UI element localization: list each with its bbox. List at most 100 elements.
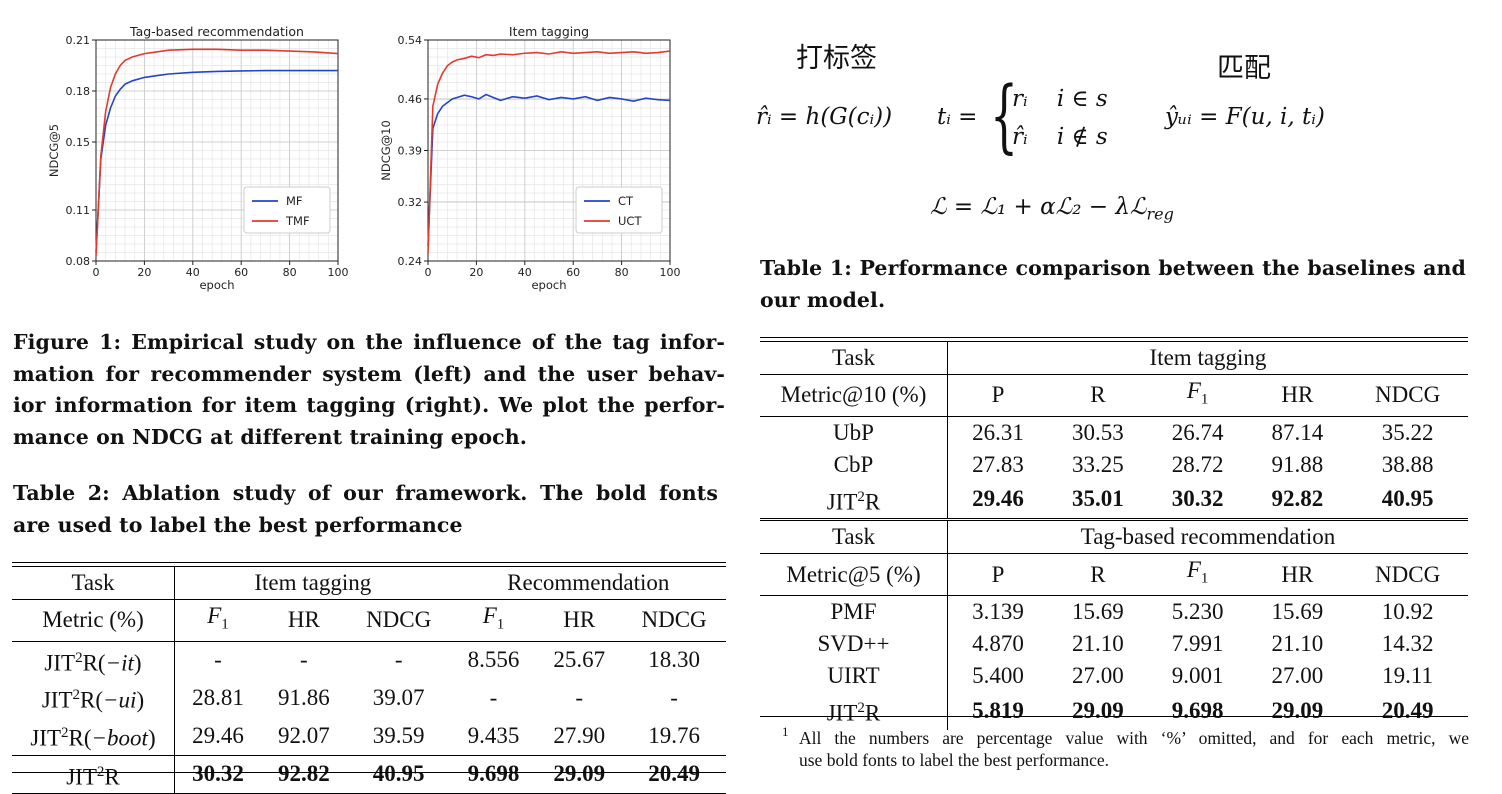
- cell: 27.83: [972, 451, 1024, 477]
- table-1-task-header: Task: [760, 341, 948, 375]
- table-row-best: JIT2R 30.32 92.82 40.95 9.698 29.09 20.4…: [12, 755, 726, 794]
- y-tick-label: 0.39: [398, 145, 423, 158]
- table-row: JIT2R(−boot) 29.46 92.07 39.59 9.435 27.…: [12, 716, 726, 756]
- table-2-caption: Table 2: Ablation study of our framework…: [13, 478, 718, 541]
- legend-label: TMF: [285, 214, 310, 228]
- label-rest: R(: [82, 650, 106, 676]
- caption-line: our model.: [760, 287, 886, 312]
- row-label: UIRT: [760, 659, 948, 692]
- cell: 38.88: [1381, 451, 1434, 477]
- cell: 35.22: [1381, 419, 1434, 445]
- f-subscript: 1: [1200, 570, 1209, 587]
- caption-line: mation for recommender system (left) and…: [13, 361, 725, 386]
- cell-best: 30.32: [192, 761, 244, 787]
- cell: 91.88: [1271, 451, 1324, 477]
- formula-loss: ℒ = ℒ₁ + αℒ₂ − λℒreg: [930, 194, 1174, 224]
- x-axis-label: epoch: [199, 278, 234, 292]
- table-1-item-tagging-header: Item tagging: [1149, 345, 1267, 370]
- y-axis-label: NDCG@10: [379, 120, 393, 181]
- col-p: P: [991, 561, 1005, 587]
- table-1-bottom-rule: [760, 716, 1468, 717]
- label-var: −ui: [103, 687, 137, 713]
- label-sup: 2: [61, 724, 69, 741]
- col-hr: HR: [287, 607, 320, 633]
- cell-best: 9.698: [1171, 697, 1224, 723]
- label-sup: 2: [857, 699, 865, 716]
- cell: 33.25: [1072, 451, 1124, 477]
- formula-t-i: tᵢ =: [937, 104, 978, 130]
- footnote-line: use bold fonts to label the best perform…: [799, 750, 1110, 770]
- table-2-top-rule: [12, 562, 726, 563]
- label-base: JIT: [826, 700, 858, 726]
- y-axis-label: NDCG@5: [47, 124, 61, 177]
- table-row: UbP 26.31 30.53 26.74 87.14 35.22: [760, 416, 1468, 449]
- cell: 27.00: [1271, 662, 1324, 688]
- cell-best: 30.32: [1171, 486, 1224, 512]
- legend-label: CT: [618, 194, 634, 208]
- footnote: All the numbers are percentage value wit…: [799, 727, 1469, 771]
- f-symbol: F: [1186, 557, 1201, 583]
- col-hr: HR: [563, 607, 596, 633]
- cell: 25.67: [553, 647, 606, 673]
- y-tick-label: 0.54: [398, 34, 423, 47]
- col-ndcg: NDCG: [641, 607, 707, 633]
- table-row: CbP 27.83 33.25 28.72 91.88 38.88: [760, 448, 1468, 481]
- x-tick-label: 80: [283, 266, 297, 279]
- cell: 30.53: [1072, 419, 1124, 445]
- table-row: UIRT 5.400 27.00 9.001 27.00 19.11: [760, 659, 1468, 692]
- cell-best: 29.46: [972, 486, 1024, 512]
- cell-best: 29.09: [1271, 697, 1324, 723]
- f-symbol: F: [1186, 378, 1201, 403]
- col-hr: HR: [1281, 382, 1314, 408]
- y-tick-label: 0.24: [398, 255, 423, 268]
- table-row: SVD++ 4.870 21.10 7.991 21.10 14.32: [760, 627, 1468, 660]
- label-rest: R: [864, 700, 881, 726]
- series-line-mf: [95, 69, 338, 253]
- col-ndcg: NDCG: [366, 607, 432, 633]
- row-label: SVD++: [760, 627, 948, 660]
- table-row: JIT2R(−ui) 28.81 91.86 39.07 - - -: [12, 679, 726, 717]
- cell: 7.991: [1171, 630, 1224, 656]
- col-r: R: [1090, 561, 1106, 587]
- x-tick-label: 20: [469, 266, 483, 279]
- label-var: −it: [105, 650, 134, 676]
- cell: 3.139: [972, 598, 1024, 624]
- col-p: P: [991, 382, 1005, 408]
- cell: 21.10: [1271, 630, 1324, 656]
- y-tick-label: 0.15: [66, 136, 91, 149]
- label-pi-pei: 匹配: [1217, 53, 1271, 84]
- label-base: JIT: [30, 725, 62, 751]
- label-rest: R(: [68, 725, 92, 751]
- cell: 5.230: [1171, 598, 1224, 624]
- table-1-top-rule: [760, 337, 1468, 338]
- table-1-task-header-2: Task: [760, 519, 948, 554]
- cell-best: 20.49: [648, 761, 700, 787]
- cell: 91.86: [277, 685, 330, 711]
- row-label: JIT2R: [760, 691, 948, 730]
- label-close: ): [136, 687, 145, 713]
- row-label: PMF: [760, 595, 948, 628]
- cell: -: [214, 647, 222, 673]
- label-close: ): [133, 650, 142, 676]
- cell-best: 40.95: [372, 761, 425, 787]
- figure-1-caption: Figure 1: Empirical study on the influen…: [13, 327, 725, 453]
- legend-label: MF: [286, 194, 303, 208]
- cell-best: 5.819: [972, 697, 1024, 723]
- label-base: JIT: [41, 687, 73, 713]
- col-f1: F1: [175, 600, 261, 642]
- f-subscript: 1: [1200, 391, 1209, 408]
- cell-best: 29.09: [1072, 697, 1124, 723]
- brace-icon: {: [990, 69, 1018, 162]
- formula-r-hat: r̂ᵢ = h(G(cᵢ)): [756, 104, 893, 130]
- cell: 39.59: [372, 722, 425, 748]
- series-line-tmf: [95, 48, 339, 256]
- row-label: JIT2R(−it): [12, 641, 175, 680]
- table-2-item-tagging-header: Item tagging: [254, 570, 372, 595]
- label-sup: 2: [75, 649, 83, 666]
- col-hr: HR: [1281, 561, 1314, 587]
- cell: 9.435: [467, 722, 520, 748]
- label-var: −boot: [91, 725, 148, 751]
- cell-best: 20.49: [1381, 697, 1434, 723]
- cell-best: 92.82: [277, 761, 330, 787]
- y-tick-label: 0.21: [66, 34, 91, 47]
